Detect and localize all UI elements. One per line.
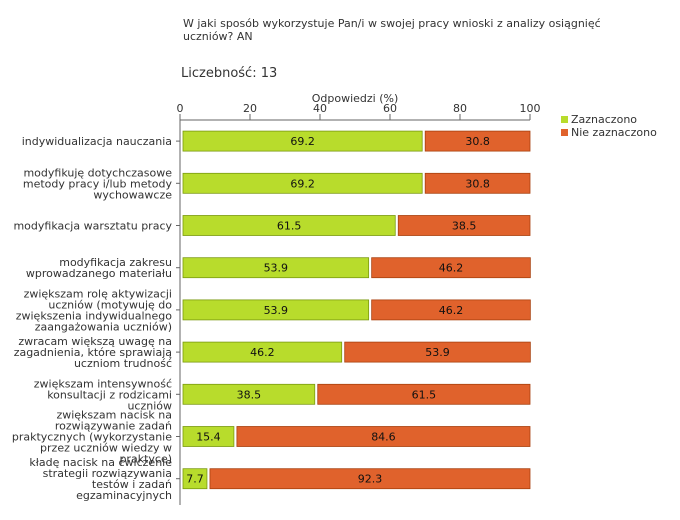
data-label-zaznaczono: 38.5 (237, 388, 262, 401)
x-axis-title: Odpowiedzi (%) (312, 92, 399, 105)
category-label-line: przez uczniów wiedzy w (40, 442, 172, 455)
category-label-line: wychowawcze (93, 188, 172, 201)
category-label-line: modyfikuję dotychczasowe (23, 166, 172, 179)
category-label-line: zwracam większą uwagę na (18, 335, 172, 348)
respondent-count: Liczebność: 13 (181, 66, 277, 81)
data-label-zaznaczono: 53.9 (264, 262, 289, 275)
x-tick-label: 60 (383, 102, 397, 115)
category-label-line: testów i zadań (92, 478, 172, 491)
category-label-line: zwiększam nacisk na (56, 409, 172, 422)
data-label-nie-zaznaczono: 30.8 (465, 135, 490, 148)
category-label-line: zaangażowania uczniów) (35, 320, 172, 333)
legend-label: Nie zaznaczono (571, 126, 657, 139)
data-label-nie-zaznaczono: 92.3 (358, 473, 383, 486)
category-label-line: zwiększam rolę aktywizacji (24, 287, 172, 300)
category-label-line: uczniom trudność (74, 357, 172, 370)
x-tick-label: 40 (313, 102, 327, 115)
bar-nie-zaznaczono (209, 468, 531, 490)
category-label-line: strategii rozwiązywania (43, 467, 172, 480)
legend-swatch (561, 129, 568, 136)
data-label-zaznaczono: 61.5 (277, 220, 302, 233)
category-label-line: kładę nacisk na ćwiczenie (29, 456, 172, 469)
bar-zaznaczono (182, 257, 370, 279)
data-label-nie-zaznaczono: 84.6 (371, 431, 396, 444)
category-label-line: praktyce) (119, 453, 172, 466)
category-label-line: metody pracy i/lub metody (23, 177, 173, 190)
category-label-line: rozwiązywanie zadań (55, 420, 172, 433)
category-label-line: zwiększenia indywidualnego (16, 309, 173, 322)
category-label-line: modyfikacja zakresu (59, 256, 172, 269)
x-tick-label: 100 (520, 102, 541, 115)
x-tick-label: 0 (177, 102, 184, 115)
bar-nie-zaznaczono (371, 257, 531, 279)
bar-zaznaczono (182, 341, 343, 363)
category-label-line: indywidualizacja nauczania (22, 135, 172, 148)
category-label: modyfikacja zakresu wprowadzanego materia… (26, 256, 172, 280)
bar-zaznaczono (182, 172, 423, 194)
category-label-line: konsultacji z rodzicami (47, 388, 172, 401)
category-label: modyfikuję dotychczasowe metody pracy i/l… (23, 166, 173, 201)
bar-zaznaczono (182, 426, 235, 447)
bar-nie-zaznaczono (317, 383, 531, 405)
data-label-nie-zaznaczono: 38.5 (452, 220, 477, 233)
x-tick-label: 80 (453, 102, 467, 115)
category-label-line: egzaminacyjnych (76, 489, 172, 502)
category-label: zwiększam intensywność konsultacji z rodz… (34, 377, 172, 412)
bar-zaznaczono (182, 383, 316, 405)
bar-nie-zaznaczono (397, 215, 531, 236)
data-label-nie-zaznaczono: 46.2 (439, 262, 464, 275)
chart-title: W jaki sposób wykorzystuje Pan/i w swoje… (183, 17, 601, 43)
data-label-zaznaczono: 53.9 (264, 304, 289, 317)
bar-zaznaczono (182, 215, 396, 236)
legend-swatch (561, 116, 568, 123)
bar-zaznaczono (182, 130, 423, 152)
bar-nie-zaznaczono (236, 426, 531, 447)
category-label: indywidualizacja nauczania (22, 135, 172, 148)
count-value: 13 (260, 66, 278, 81)
category-label-line: uczniów (127, 399, 172, 412)
category-label: zwiększam nacisk na rozwiązywanie zadań pr… (12, 409, 172, 466)
bar-zaznaczono (182, 468, 208, 490)
category-label-line: uczniów (motywuję do (48, 298, 172, 311)
data-label-nie-zaznaczono: 46.2 (439, 304, 464, 317)
data-label-zaznaczono: 7.7 (186, 473, 204, 486)
data-label-zaznaczono: 69.2 (290, 177, 315, 190)
data-label-nie-zaznaczono: 61.5 (412, 388, 437, 401)
bar-nie-zaznaczono (424, 130, 531, 152)
category-label-line: zagadnienia, które sprawiają (14, 346, 173, 359)
category-label-line: zwiększam intensywność (34, 377, 172, 390)
category-label: zwracam większą uwagę na zagadnienia, któ… (14, 335, 173, 370)
count-label: Liczebność: (181, 66, 257, 81)
data-label-zaznaczono: 69.2 (290, 135, 315, 148)
data-label-nie-zaznaczono: 53.9 (425, 346, 450, 359)
legend-label: Zaznaczono (571, 113, 637, 126)
category-label-line: modyfikacja warsztatu pracy (13, 220, 172, 233)
bar-nie-zaznaczono (371, 299, 531, 321)
category-label-line: praktycznych (wykorzystanie (12, 431, 172, 444)
data-label-zaznaczono: 46.2 (250, 346, 275, 359)
bar-zaznaczono (182, 299, 370, 321)
bar-nie-zaznaczono (424, 172, 531, 194)
category-label: zwiększam rolę aktywizacji uczniów (motyw… (16, 287, 173, 333)
category-label: kładę nacisk na ćwiczenie strategii rozwi… (29, 456, 172, 502)
bar-nie-zaznaczono (344, 341, 531, 363)
category-label: modyfikacja warsztatu pracy (13, 220, 172, 233)
data-label-nie-zaznaczono: 30.8 (465, 177, 490, 190)
category-label-line: wprowadzanego materiału (26, 267, 172, 280)
x-tick-label: 20 (243, 102, 257, 115)
data-label-zaznaczono: 15.4 (196, 431, 221, 444)
